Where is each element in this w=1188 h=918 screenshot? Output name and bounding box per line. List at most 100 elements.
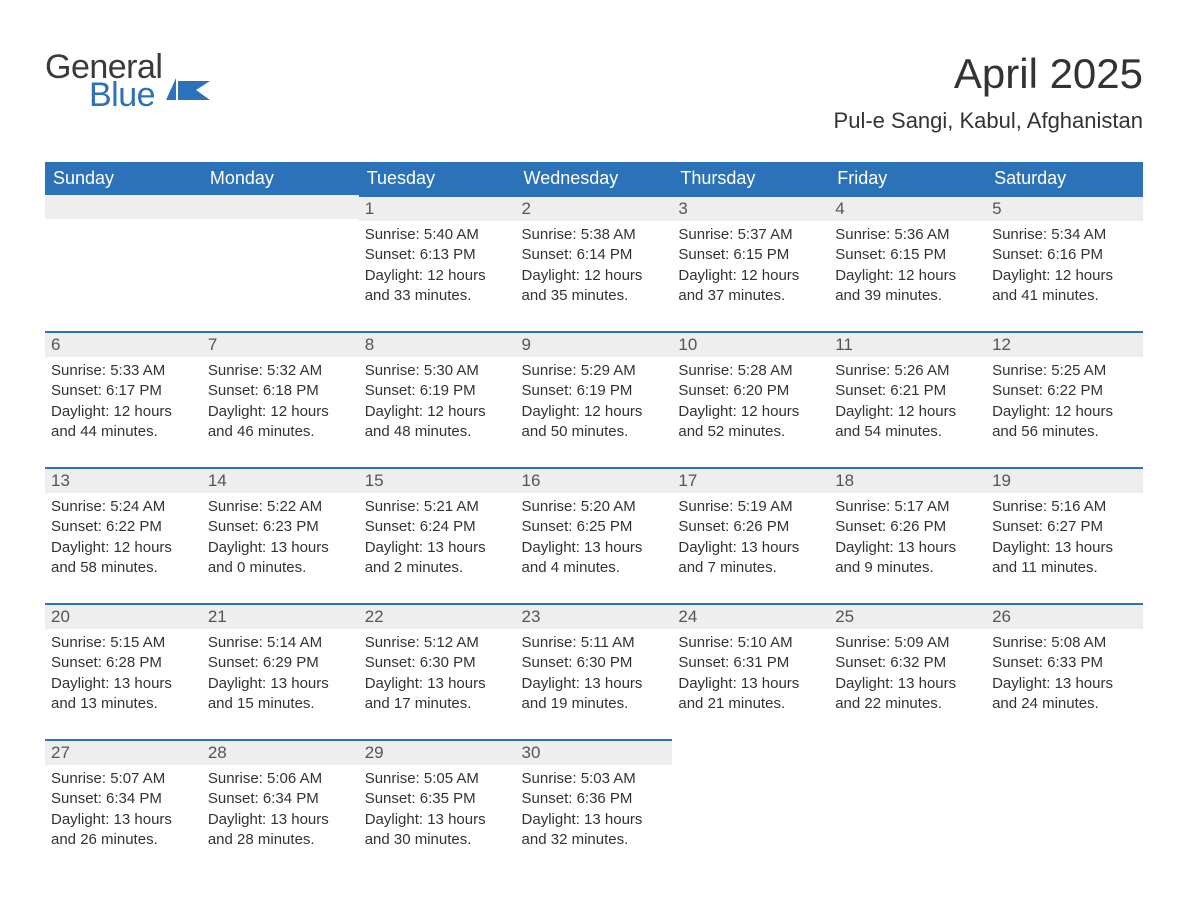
sunset-text: Sunset: 6:19 PM [522, 381, 667, 401]
daylight2-text: and 58 minutes. [51, 558, 196, 578]
daylight2-text: and 11 minutes. [992, 558, 1137, 578]
day-number: 1 [359, 195, 516, 221]
calendar-day-cell: 12Sunrise: 5:25 AMSunset: 6:22 PMDayligh… [986, 331, 1143, 467]
sunset-text: Sunset: 6:19 PM [365, 381, 510, 401]
daylight2-text: and 50 minutes. [522, 422, 667, 442]
day-number: 14 [202, 467, 359, 493]
title-block: April 2025 Pul-e Sangi, Kabul, Afghanist… [834, 50, 1143, 134]
daylight2-text: and 44 minutes. [51, 422, 196, 442]
day-details: Sunrise: 5:25 AMSunset: 6:22 PMDaylight:… [986, 357, 1143, 446]
day-number: 4 [829, 195, 986, 221]
daylight2-text: and 28 minutes. [208, 830, 353, 850]
calendar-week-row: 27Sunrise: 5:07 AMSunset: 6:34 PMDayligh… [45, 739, 1143, 875]
daylight2-text: and 13 minutes. [51, 694, 196, 714]
daylight1-text: Daylight: 12 hours [365, 402, 510, 422]
day-number: 15 [359, 467, 516, 493]
sunset-text: Sunset: 6:35 PM [365, 789, 510, 809]
day-details: Sunrise: 5:30 AMSunset: 6:19 PMDaylight:… [359, 357, 516, 446]
daylight2-text: and 33 minutes. [365, 286, 510, 306]
sunrise-text: Sunrise: 5:12 AM [365, 633, 510, 653]
sunrise-text: Sunrise: 5:16 AM [992, 497, 1137, 517]
daylight1-text: Daylight: 13 hours [522, 538, 667, 558]
day-details: Sunrise: 5:32 AMSunset: 6:18 PMDaylight:… [202, 357, 359, 446]
daylight2-text: and 15 minutes. [208, 694, 353, 714]
day-details: Sunrise: 5:21 AMSunset: 6:24 PMDaylight:… [359, 493, 516, 582]
day-details: Sunrise: 5:15 AMSunset: 6:28 PMDaylight:… [45, 629, 202, 718]
sunrise-text: Sunrise: 5:11 AM [522, 633, 667, 653]
day-details: Sunrise: 5:36 AMSunset: 6:15 PMDaylight:… [829, 221, 986, 310]
day-header: Friday [829, 162, 986, 195]
calendar-day-cell: 30Sunrise: 5:03 AMSunset: 6:36 PMDayligh… [516, 739, 673, 875]
logo-flag-icon [166, 78, 210, 100]
sunset-text: Sunset: 6:17 PM [51, 381, 196, 401]
sunrise-text: Sunrise: 5:14 AM [208, 633, 353, 653]
sunrise-text: Sunrise: 5:06 AM [208, 769, 353, 789]
calendar-day-cell: 6Sunrise: 5:33 AMSunset: 6:17 PMDaylight… [45, 331, 202, 467]
sunrise-text: Sunrise: 5:07 AM [51, 769, 196, 789]
calendar-day-cell: 13Sunrise: 5:24 AMSunset: 6:22 PMDayligh… [45, 467, 202, 603]
daylight2-text: and 4 minutes. [522, 558, 667, 578]
calendar-day-cell: 15Sunrise: 5:21 AMSunset: 6:24 PMDayligh… [359, 467, 516, 603]
calendar-week-row: 13Sunrise: 5:24 AMSunset: 6:22 PMDayligh… [45, 467, 1143, 603]
sunset-text: Sunset: 6:30 PM [365, 653, 510, 673]
sunrise-text: Sunrise: 5:10 AM [678, 633, 823, 653]
calendar-week-row: 6Sunrise: 5:33 AMSunset: 6:17 PMDaylight… [45, 331, 1143, 467]
day-number: 27 [45, 739, 202, 765]
daylight2-text: and 41 minutes. [992, 286, 1137, 306]
sunrise-text: Sunrise: 5:08 AM [992, 633, 1137, 653]
day-details: Sunrise: 5:33 AMSunset: 6:17 PMDaylight:… [45, 357, 202, 446]
day-details: Sunrise: 5:06 AMSunset: 6:34 PMDaylight:… [202, 765, 359, 854]
day-number: 2 [516, 195, 673, 221]
daylight1-text: Daylight: 12 hours [835, 402, 980, 422]
daylight2-text: and 35 minutes. [522, 286, 667, 306]
sunrise-text: Sunrise: 5:30 AM [365, 361, 510, 381]
day-details: Sunrise: 5:12 AMSunset: 6:30 PMDaylight:… [359, 629, 516, 718]
calendar-day-cell: 7Sunrise: 5:32 AMSunset: 6:18 PMDaylight… [202, 331, 359, 467]
sunset-text: Sunset: 6:21 PM [835, 381, 980, 401]
daylight1-text: Daylight: 13 hours [678, 538, 823, 558]
sunrise-text: Sunrise: 5:20 AM [522, 497, 667, 517]
calendar-day-cell [672, 739, 829, 875]
calendar-day-cell: 4Sunrise: 5:36 AMSunset: 6:15 PMDaylight… [829, 195, 986, 331]
page-header: General Blue April 2025 Pul-e Sangi, Kab… [45, 50, 1143, 134]
day-number: 26 [986, 603, 1143, 629]
calendar-day-cell: 21Sunrise: 5:14 AMSunset: 6:29 PMDayligh… [202, 603, 359, 739]
sunset-text: Sunset: 6:26 PM [678, 517, 823, 537]
day-details: Sunrise: 5:17 AMSunset: 6:26 PMDaylight:… [829, 493, 986, 582]
day-number: 7 [202, 331, 359, 357]
daylight1-text: Daylight: 12 hours [51, 538, 196, 558]
sunrise-text: Sunrise: 5:24 AM [51, 497, 196, 517]
day-header-row: Sunday Monday Tuesday Wednesday Thursday… [45, 162, 1143, 195]
calendar-day-cell: 26Sunrise: 5:08 AMSunset: 6:33 PMDayligh… [986, 603, 1143, 739]
daylight2-text: and 7 minutes. [678, 558, 823, 578]
day-details: Sunrise: 5:28 AMSunset: 6:20 PMDaylight:… [672, 357, 829, 446]
day-details: Sunrise: 5:16 AMSunset: 6:27 PMDaylight:… [986, 493, 1143, 582]
daylight1-text: Daylight: 12 hours [835, 266, 980, 286]
day-number: 10 [672, 331, 829, 357]
sunrise-text: Sunrise: 5:17 AM [835, 497, 980, 517]
calendar-day-cell: 20Sunrise: 5:15 AMSunset: 6:28 PMDayligh… [45, 603, 202, 739]
daylight1-text: Daylight: 12 hours [678, 266, 823, 286]
sunrise-text: Sunrise: 5:40 AM [365, 225, 510, 245]
calendar-day-cell: 27Sunrise: 5:07 AMSunset: 6:34 PMDayligh… [45, 739, 202, 875]
day-header: Saturday [986, 162, 1143, 195]
daylight2-text: and 0 minutes. [208, 558, 353, 578]
day-number: 11 [829, 331, 986, 357]
daylight1-text: Daylight: 13 hours [835, 538, 980, 558]
sunrise-text: Sunrise: 5:33 AM [51, 361, 196, 381]
calendar-day-cell: 14Sunrise: 5:22 AMSunset: 6:23 PMDayligh… [202, 467, 359, 603]
day-number: 17 [672, 467, 829, 493]
logo-text-blue: Blue [89, 78, 162, 112]
day-number: 28 [202, 739, 359, 765]
day-details: Sunrise: 5:38 AMSunset: 6:14 PMDaylight:… [516, 221, 673, 310]
sunset-text: Sunset: 6:36 PM [522, 789, 667, 809]
daylight1-text: Daylight: 13 hours [208, 538, 353, 558]
calendar-day-cell [829, 739, 986, 875]
calendar-day-cell: 19Sunrise: 5:16 AMSunset: 6:27 PMDayligh… [986, 467, 1143, 603]
day-details: Sunrise: 5:05 AMSunset: 6:35 PMDaylight:… [359, 765, 516, 854]
sunrise-text: Sunrise: 5:36 AM [835, 225, 980, 245]
day-details: Sunrise: 5:08 AMSunset: 6:33 PMDaylight:… [986, 629, 1143, 718]
sunrise-text: Sunrise: 5:09 AM [835, 633, 980, 653]
sunset-text: Sunset: 6:26 PM [835, 517, 980, 537]
calendar-day-cell: 29Sunrise: 5:05 AMSunset: 6:35 PMDayligh… [359, 739, 516, 875]
